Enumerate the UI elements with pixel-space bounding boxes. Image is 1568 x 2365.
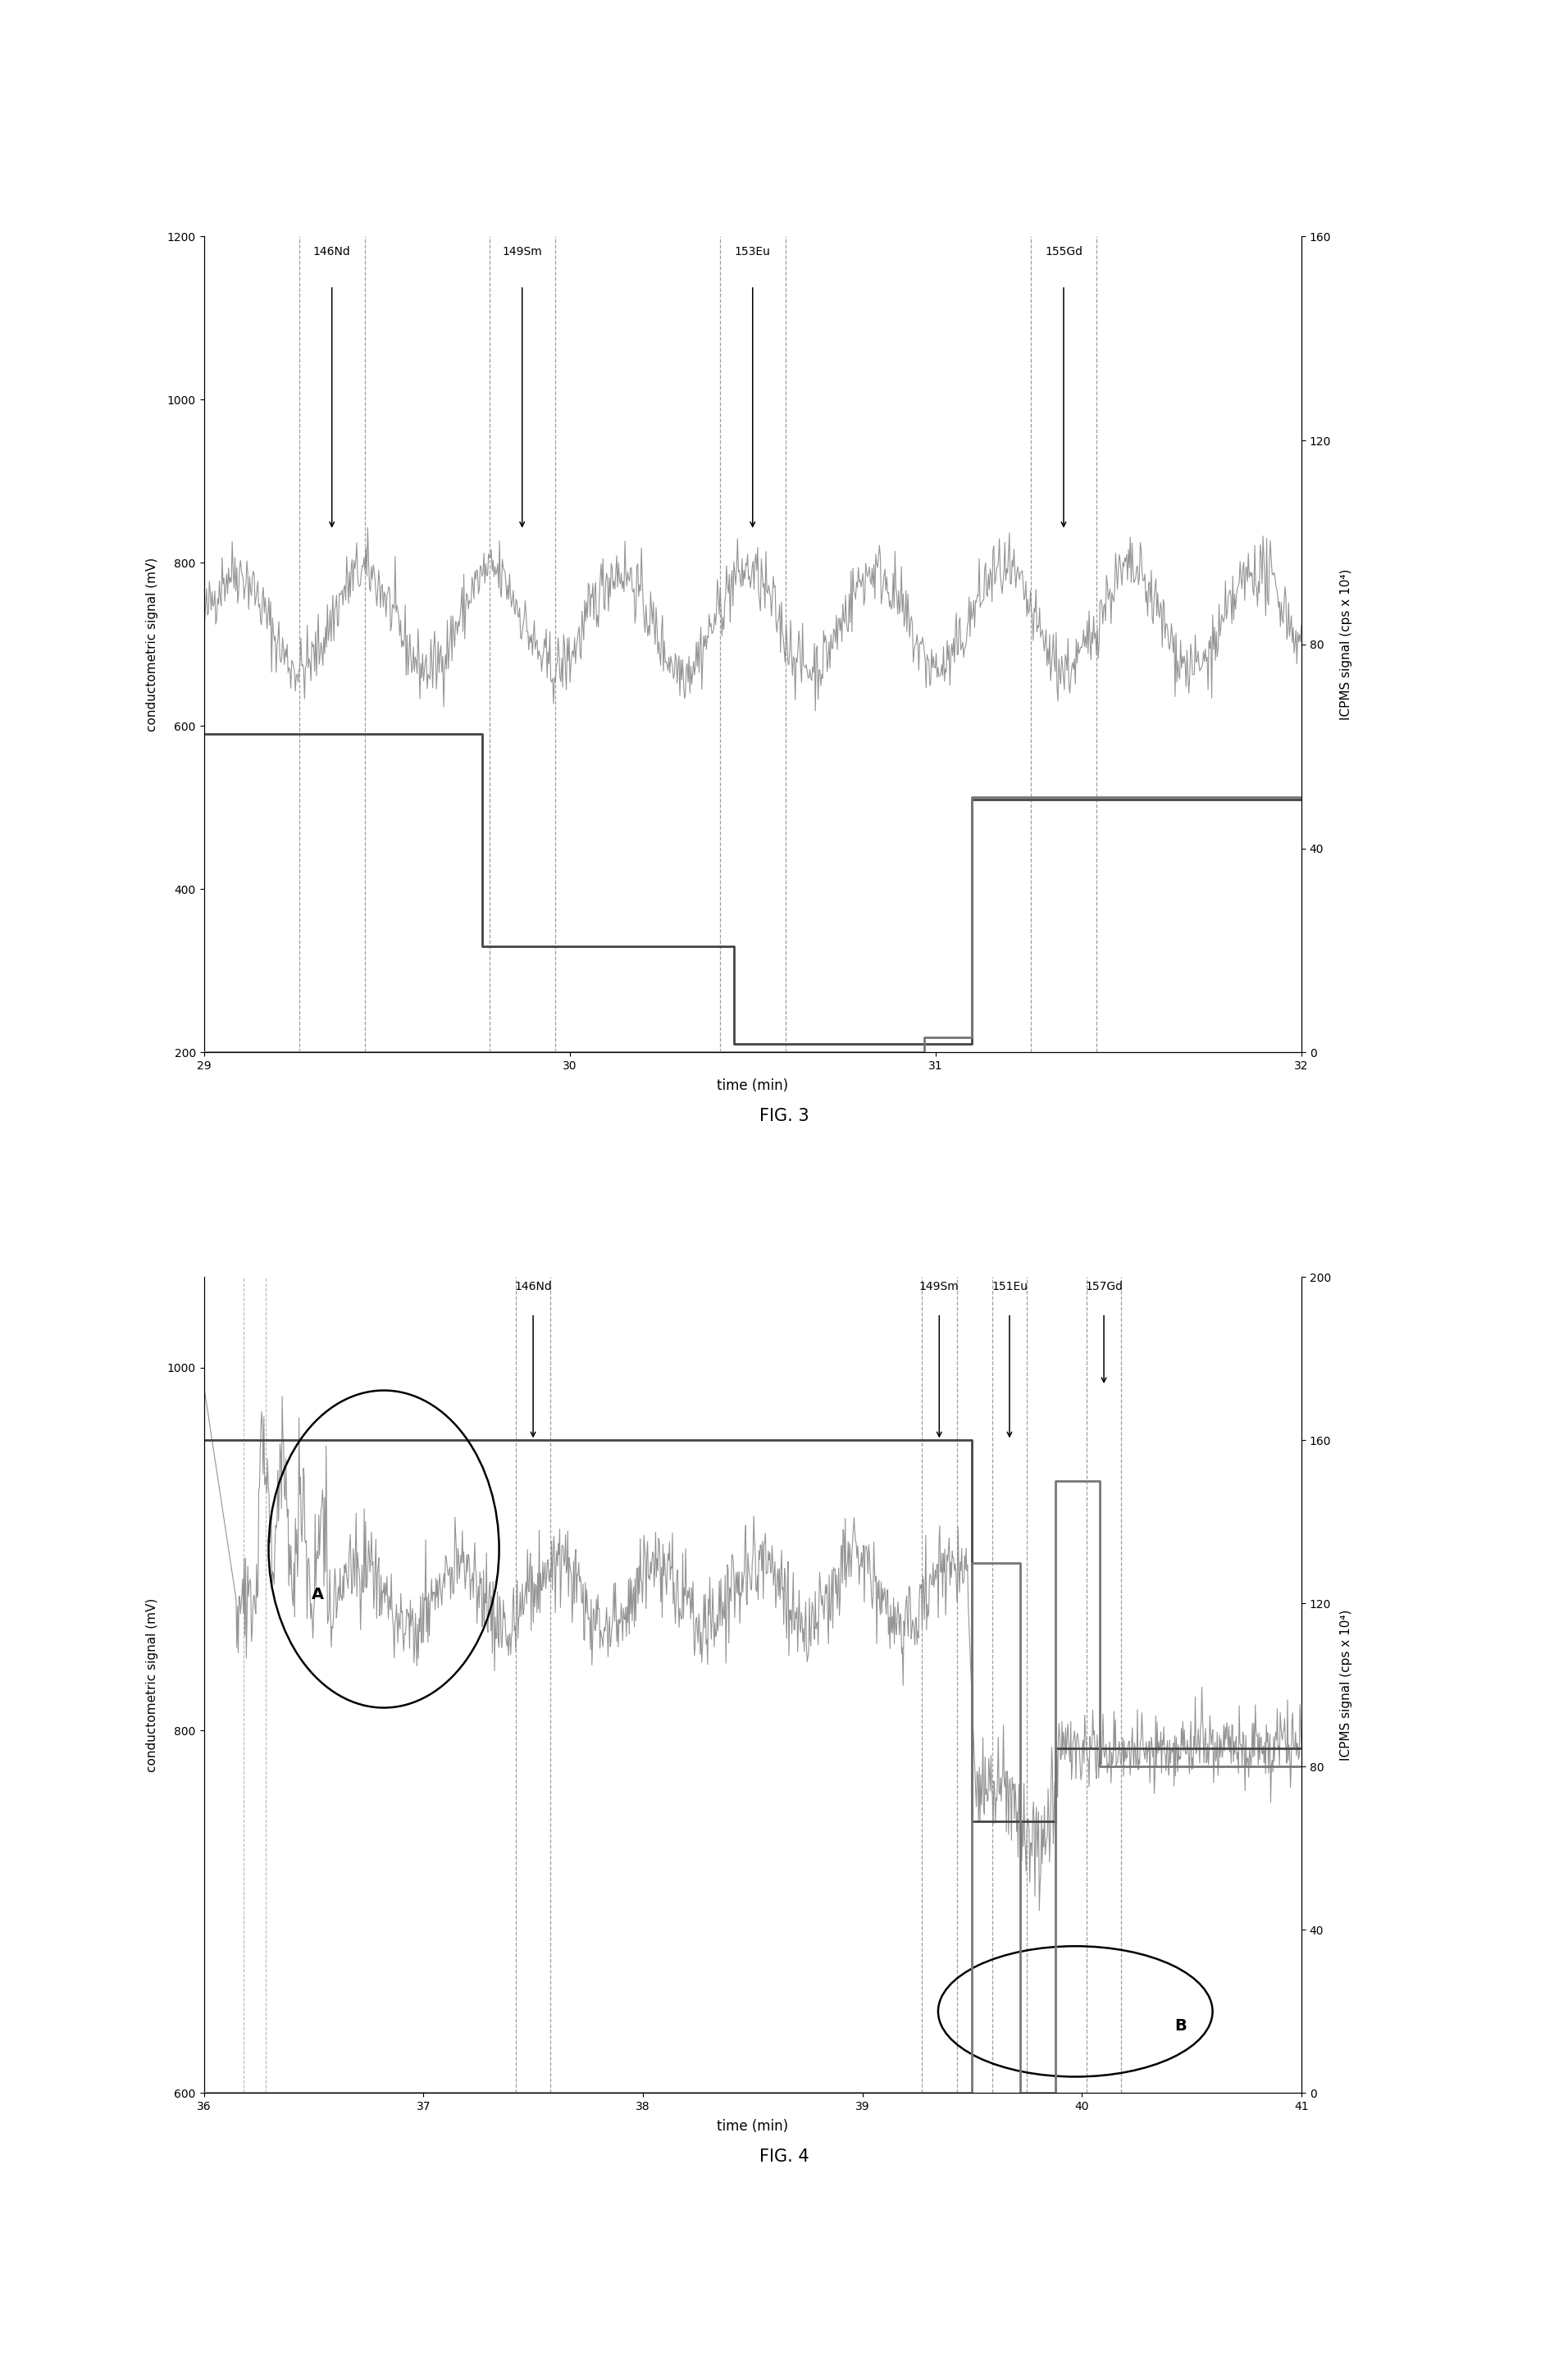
Text: FIG. 4: FIG. 4 <box>759 2150 809 2164</box>
Y-axis label: ICPMS signal (cps x 10⁴): ICPMS signal (cps x 10⁴) <box>1341 570 1353 719</box>
Y-axis label: ICPMS signal (cps x 10⁴): ICPMS signal (cps x 10⁴) <box>1341 1611 1353 1760</box>
Y-axis label: conductometric signal (mV): conductometric signal (mV) <box>146 1599 158 1771</box>
Text: B: B <box>1174 2017 1187 2034</box>
Text: 155Gd: 155Gd <box>1044 246 1082 258</box>
Text: 151Eu: 151Eu <box>991 1282 1027 1291</box>
Text: 157Gd: 157Gd <box>1085 1282 1123 1291</box>
Text: FIG. 3: FIG. 3 <box>759 1109 809 1123</box>
X-axis label: time (min): time (min) <box>717 2119 789 2133</box>
Text: 146Nd: 146Nd <box>514 1282 552 1291</box>
X-axis label: time (min): time (min) <box>717 1078 789 1093</box>
Text: 146Nd: 146Nd <box>314 246 351 258</box>
Text: 153Eu: 153Eu <box>735 246 770 258</box>
Text: A: A <box>312 1587 325 1601</box>
Text: 149Sm: 149Sm <box>919 1282 960 1291</box>
Text: 149Sm: 149Sm <box>502 246 543 258</box>
Y-axis label: conductometric signal (mV): conductometric signal (mV) <box>146 558 158 731</box>
